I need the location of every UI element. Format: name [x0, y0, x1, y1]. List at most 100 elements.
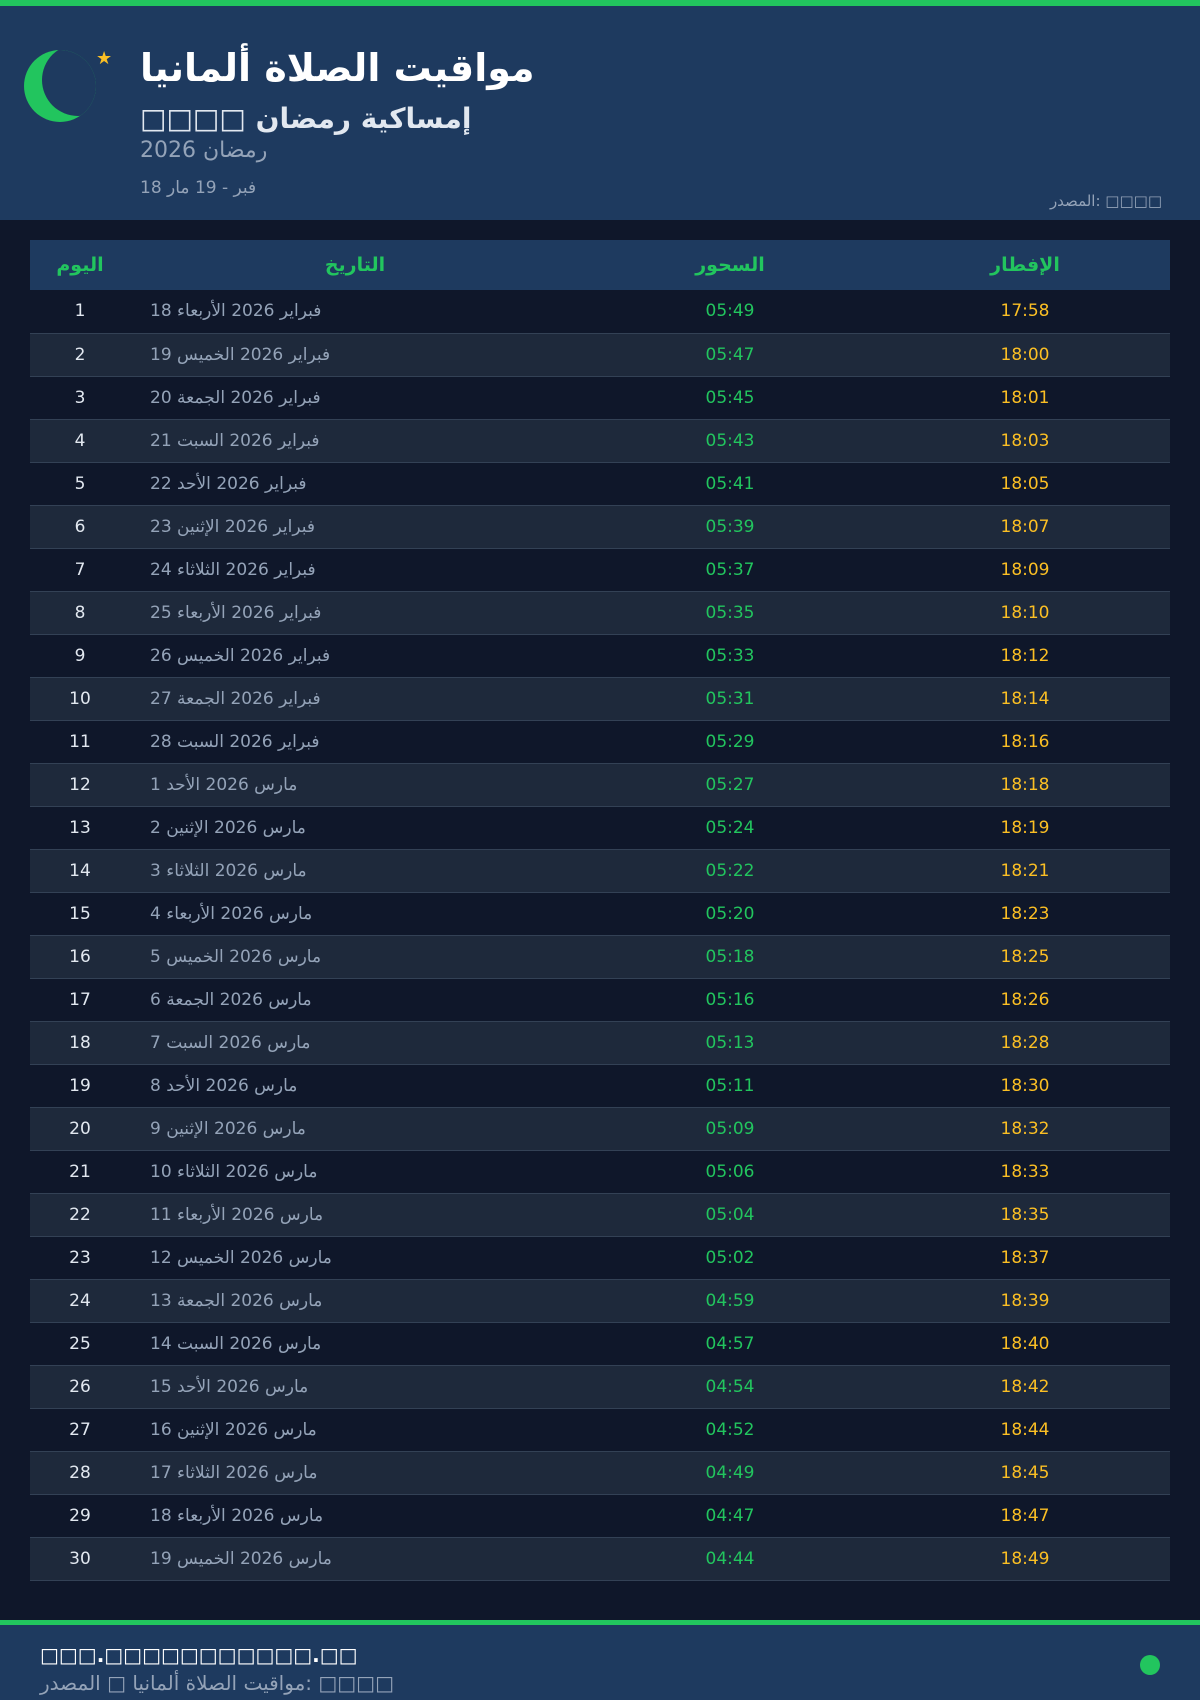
- table-row: 23 12 مارس 2026 الخميس 05:02 18:37: [30, 1236, 1170, 1280]
- table-row: 12 1 مارس 2026 الأحد 05:27 18:18: [30, 763, 1170, 807]
- day-cell: 11: [30, 720, 130, 764]
- suhoor-cell: 05:24: [580, 806, 880, 850]
- table-row: 20 9 مارس 2026 الإثنين 05:09 18:32: [30, 1107, 1170, 1151]
- table-row: 14 3 مارس 2026 الثلاثاء 05:22 18:21: [30, 849, 1170, 893]
- iftar-cell: 18:26: [880, 978, 1170, 1022]
- date-cell: 23 فبراير 2026 الإثنين: [130, 505, 580, 549]
- day-cell: 18: [30, 1021, 130, 1065]
- footer-text: مواقيت الصلاة ألمانيا □ المصدر: □□□□: [40, 1671, 394, 1695]
- iftar-cell: 18:19: [880, 806, 1170, 850]
- date-cell: 5 مارس 2026 الخميس: [130, 935, 580, 979]
- table-row: 25 14 مارس 2026 السبت 04:57 18:40: [30, 1322, 1170, 1366]
- iftar-cell: 18:03: [880, 419, 1170, 463]
- iftar-cell: 18:21: [880, 849, 1170, 893]
- suhoor-cell: 04:47: [580, 1494, 880, 1538]
- day-cell: 14: [30, 849, 130, 893]
- date-cell: 16 مارس 2026 الإثنين: [130, 1408, 580, 1452]
- table-row: 22 11 مارس 2026 الأربعاء 05:04 18:35: [30, 1193, 1170, 1237]
- table-row: 27 16 مارس 2026 الإثنين 04:52 18:44: [30, 1408, 1170, 1452]
- suhoor-cell: 05:29: [580, 720, 880, 764]
- day-cell: 9: [30, 634, 130, 678]
- suhoor-cell: 05:09: [580, 1107, 880, 1151]
- date-cell: 27 فبراير 2026 الجمعة: [130, 677, 580, 721]
- suhoor-cell: 05:33: [580, 634, 880, 678]
- source-label: المصدر: □□□□: [1049, 192, 1162, 210]
- date-cell: 20 فبراير 2026 الجمعة: [130, 376, 580, 420]
- suhoor-cell: 04:49: [580, 1451, 880, 1495]
- table-header-row: اليوم التاريخ السحور الإفطار: [30, 240, 1170, 290]
- date-cell: 28 فبراير 2026 السبت: [130, 720, 580, 764]
- suhoor-cell: 05:41: [580, 462, 880, 506]
- page-title: مواقيت الصلاة ألمانيا: [140, 46, 535, 90]
- suhoor-cell: 05:06: [580, 1150, 880, 1194]
- date-cell: 9 مارس 2026 الإثنين: [130, 1107, 580, 1151]
- suhoor-cell: 04:59: [580, 1279, 880, 1323]
- ramadan-year: رمضان 2026: [140, 138, 268, 163]
- day-cell: 1: [30, 290, 130, 334]
- table-row: 3 20 فبراير 2026 الجمعة 05:45 18:01: [30, 376, 1170, 420]
- day-cell: 27: [30, 1408, 130, 1452]
- suhoor-cell: 05:49: [580, 290, 880, 334]
- date-cell: 6 مارس 2026 الجمعة: [130, 978, 580, 1022]
- iftar-cell: 18:18: [880, 763, 1170, 807]
- day-cell: 3: [30, 376, 130, 420]
- suhoor-cell: 05:02: [580, 1236, 880, 1280]
- iftar-cell: 18:01: [880, 376, 1170, 420]
- iftar-cell: 18:49: [880, 1537, 1170, 1581]
- day-cell: 17: [30, 978, 130, 1022]
- suhoor-cell: 05:47: [580, 333, 880, 377]
- iftar-cell: 18:44: [880, 1408, 1170, 1452]
- day-cell: 5: [30, 462, 130, 506]
- header-day: اليوم: [30, 240, 130, 290]
- day-cell: 16: [30, 935, 130, 979]
- iftar-cell: 18:25: [880, 935, 1170, 979]
- footer-url[interactable]: □□□.□□□□□□□□□□□.□□: [40, 1643, 358, 1667]
- table-row: 29 18 مارس 2026 الأربعاء 04:47 18:47: [30, 1494, 1170, 1538]
- day-cell: 25: [30, 1322, 130, 1366]
- date-cell: 3 مارس 2026 الثلاثاء: [130, 849, 580, 893]
- suhoor-cell: 05:20: [580, 892, 880, 936]
- iftar-cell: 17:58: [880, 290, 1170, 334]
- suhoor-cell: 05:43: [580, 419, 880, 463]
- date-cell: 14 مارس 2026 السبت: [130, 1322, 580, 1366]
- iftar-cell: 18:16: [880, 720, 1170, 764]
- table-row: 19 8 مارس 2026 الأحد 05:11 18:30: [30, 1064, 1170, 1108]
- iftar-cell: 18:32: [880, 1107, 1170, 1151]
- suhoor-cell: 05:18: [580, 935, 880, 979]
- day-cell: 7: [30, 548, 130, 592]
- iftar-cell: 18:37: [880, 1236, 1170, 1280]
- table-row: 4 21 فبراير 2026 السبت 05:43 18:03: [30, 419, 1170, 463]
- table-row: 7 24 فبراير 2026 الثلاثاء 05:37 18:09: [30, 548, 1170, 592]
- page-footer: □□□.□□□□□□□□□□□.□□ مواقيت الصلاة ألمانيا…: [0, 1620, 1200, 1700]
- day-cell: 30: [30, 1537, 130, 1581]
- table-row: 18 7 مارس 2026 السبت 05:13 18:28: [30, 1021, 1170, 1065]
- iftar-cell: 18:00: [880, 333, 1170, 377]
- date-cell: 2 مارس 2026 الإثنين: [130, 806, 580, 850]
- day-cell: 15: [30, 892, 130, 936]
- star-icon: ★: [96, 48, 113, 69]
- day-cell: 24: [30, 1279, 130, 1323]
- date-cell: 7 مارس 2026 السبت: [130, 1021, 580, 1065]
- date-cell: 15 مارس 2026 الأحد: [130, 1365, 580, 1409]
- suhoor-cell: 05:45: [580, 376, 880, 420]
- date-cell: 24 فبراير 2026 الثلاثاء: [130, 548, 580, 592]
- date-cell: 4 مارس 2026 الأربعاء: [130, 892, 580, 936]
- table-row: 15 4 مارس 2026 الأربعاء 05:20 18:23: [30, 892, 1170, 936]
- date-cell: 10 مارس 2026 الثلاثاء: [130, 1150, 580, 1194]
- iftar-cell: 18:45: [880, 1451, 1170, 1495]
- date-cell: 21 فبراير 2026 السبت: [130, 419, 580, 463]
- table-row: 5 22 فبراير 2026 الأحد 05:41 18:05: [30, 462, 1170, 506]
- suhoor-cell: 05:22: [580, 849, 880, 893]
- table-row: 8 25 فبراير 2026 الأربعاء 05:35 18:10: [30, 591, 1170, 635]
- day-cell: 10: [30, 677, 130, 721]
- header-suhoor: السحور: [580, 240, 880, 290]
- date-cell: 25 فبراير 2026 الأربعاء: [130, 591, 580, 635]
- iftar-cell: 18:42: [880, 1365, 1170, 1409]
- day-cell: 20: [30, 1107, 130, 1151]
- iftar-cell: 18:40: [880, 1322, 1170, 1366]
- day-cell: 12: [30, 763, 130, 807]
- header-date: التاريخ: [130, 240, 580, 290]
- day-cell: 6: [30, 505, 130, 549]
- date-cell: 8 مارس 2026 الأحد: [130, 1064, 580, 1108]
- page-subtitle: □□□□ إمساكية رمضان: [140, 102, 472, 135]
